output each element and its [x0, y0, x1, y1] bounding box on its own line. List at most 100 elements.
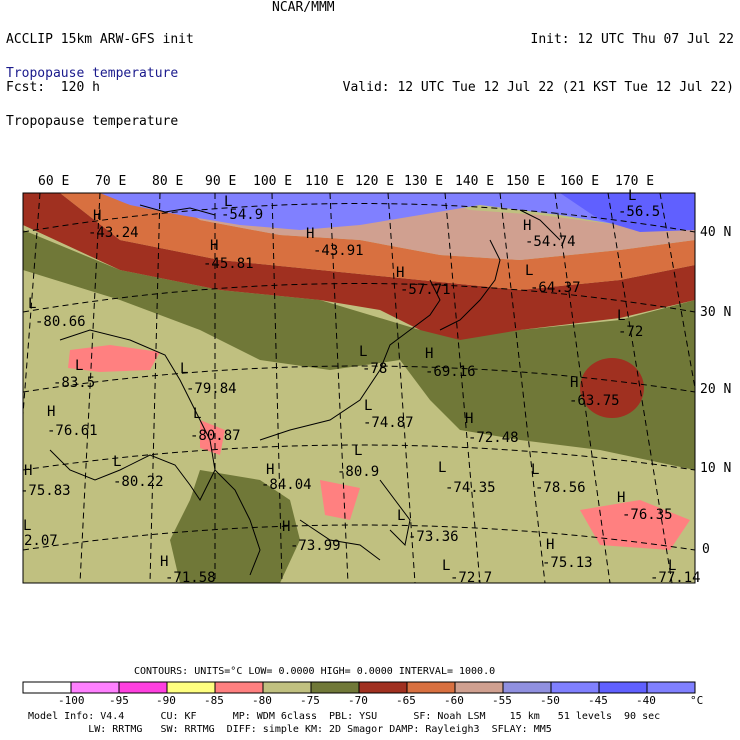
legend-tick: -70 [348, 694, 368, 707]
extremum-value: -71.58 [165, 570, 216, 586]
extremum-value: -80.87 [190, 428, 241, 444]
indochina-coast [214, 469, 261, 576]
extremum-value: -73.99 [290, 538, 341, 554]
lon-labels: 60 E 70 E 80 E 90 E 100 E 110 E 120 E 13… [38, 174, 654, 189]
extremum-value: -75.13 [542, 555, 593, 571]
interval-value: 1000.0 [459, 666, 496, 677]
low-label: LOW= [248, 666, 273, 677]
extremum-value: -45.81 [203, 256, 254, 272]
lon-line-130 [444, 193, 481, 583]
extremum-value: -79.84 [186, 381, 237, 397]
extremum-marker: H [396, 265, 404, 281]
legend-tick: -90 [156, 694, 176, 707]
color-legend [22, 681, 696, 694]
extremum-marker: L [75, 358, 83, 374]
field-title-colored: Tropopause temperature [6, 66, 179, 81]
lon-label: 110 E [305, 174, 344, 189]
legend-tick: -65 [396, 694, 416, 707]
olive-belt [23, 230, 695, 470]
lon-label: 90 E [205, 174, 236, 189]
extremum-value: -43.24 [88, 225, 139, 241]
extremum-value: -76.35 [622, 507, 673, 523]
extremum-value: -63.75 [569, 393, 620, 409]
units-label: UNITS=°C [194, 666, 243, 677]
contours-label: CONTOURS: [134, 666, 189, 677]
contour-info: CONTOURS: UNITS=°C LOW= 0.0000 HIGH= 0.0000 IN… [134, 666, 501, 677]
extremum-marker: H [266, 462, 274, 478]
extremum-value: -64.37 [530, 280, 581, 296]
extremum-marker: L [531, 462, 539, 478]
legend-tick: -50 [540, 694, 560, 707]
extremum-marker: H [570, 375, 578, 391]
extremum-marker: H [24, 463, 32, 479]
model-info-line1: Model Info: V4.4 CU: KF MP: WDM 6class P… [28, 711, 661, 722]
border-north [139, 204, 216, 216]
extremum-value: -56.5 [618, 204, 660, 220]
lon-line-60 [23, 193, 41, 421]
extremum-value: 2.07 [24, 533, 58, 549]
legend-tick: -60 [444, 694, 464, 707]
extremum-marker: H [425, 346, 433, 362]
extremum-marker: L [364, 398, 372, 414]
coastlines [49, 204, 561, 576]
extremum-value: -77.14 [650, 570, 701, 586]
header-right: Init: 12 UTC Thu 07 Jul 22 Valid: 12 UTC… [343, 0, 734, 112]
high-value: 0.0000 [356, 666, 393, 677]
china-coast [259, 279, 441, 441]
extremum-marker: L [438, 460, 446, 476]
legend-tick: -85 [204, 694, 224, 707]
lon-line-140 [499, 193, 546, 583]
extremum-value: -78.56 [535, 480, 586, 496]
lon-line-110 [329, 193, 349, 583]
legend-swatch [118, 681, 168, 694]
legend-swatch [598, 681, 648, 694]
extremum-value: -72 [618, 324, 643, 340]
legend-tick: -55 [492, 694, 512, 707]
olive-sea-region [170, 470, 300, 583]
legend-swatch [262, 681, 312, 694]
extremum-marker: H [160, 554, 168, 570]
lon-label: 130 E [404, 174, 443, 189]
extremum-value: -83.5 [53, 375, 95, 391]
legend-swatch [502, 681, 552, 694]
lon-line-120 [387, 193, 416, 583]
field-titles: Tropopause temperature Tropopause temper… [6, 34, 178, 146]
lon-line-80 [149, 193, 161, 583]
temperature-shading [23, 193, 695, 583]
lon-label: 60 E [38, 174, 69, 189]
extremum-value: -84.04 [261, 477, 312, 493]
salmon-patch-east [580, 500, 690, 550]
extremum-marker: H [47, 404, 55, 420]
extremum-marker: L [397, 508, 405, 524]
extremum-marker: H [282, 519, 290, 535]
extremum-value: -74.87 [363, 415, 414, 431]
legend-swatch [358, 681, 408, 694]
salmon-patch-india [200, 420, 225, 455]
lat-label: 10 N [700, 461, 731, 476]
extremum-value: -43.91 [313, 243, 364, 259]
legend-ticks: -100 -95 -90 -85 -80 -75 -70 -65 -60 -55… [58, 694, 703, 707]
extremum-value: -76.61 [47, 423, 98, 439]
legend-swatch [22, 681, 72, 694]
lon-line-100 [271, 193, 283, 583]
extremum-marker: L [442, 558, 450, 574]
lon-label: 150 E [506, 174, 545, 189]
red-belt [23, 193, 695, 340]
extremum-marker: L [628, 188, 636, 204]
extremum-marker: L [113, 454, 121, 470]
borneo-coast [299, 519, 381, 561]
extremum-marker: L [193, 406, 201, 422]
legend-swatch [550, 681, 600, 694]
extremum-marker: L [359, 344, 367, 360]
interval-label: INTERVAL= [398, 666, 453, 677]
legend-tick: -75 [300, 694, 320, 707]
field-title-black: Tropopause temperature [6, 114, 179, 129]
forecast-hour: Fcst: 120 h [6, 80, 100, 95]
extremum-marker: L [617, 308, 625, 324]
legend-swatch [70, 681, 120, 694]
extremum-marker: H [210, 238, 218, 254]
lon-label: 80 E [152, 174, 183, 189]
extremum-value: -54.74 [525, 234, 576, 250]
red-blob [580, 358, 644, 418]
